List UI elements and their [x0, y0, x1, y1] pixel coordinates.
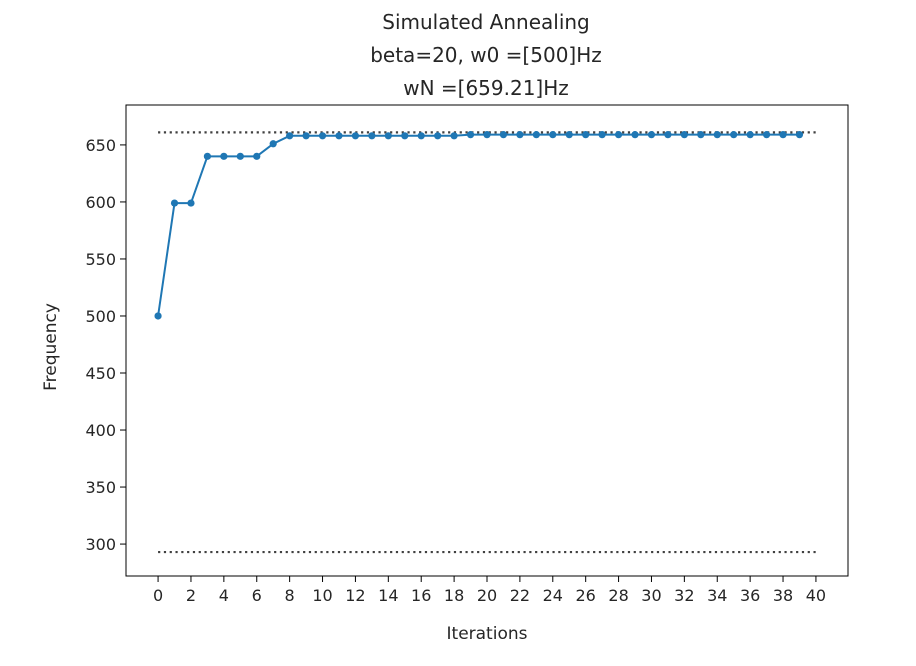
y-tick-label: 500: [85, 307, 116, 326]
y-tick-label: 450: [85, 364, 116, 383]
data-point: [779, 131, 787, 139]
y-tick-label: 300: [85, 535, 116, 554]
y-tick-label: 350: [85, 478, 116, 497]
data-point: [384, 132, 392, 140]
x-axis: 0 2 4 6 8 10 12 14 16 18 20 22 24 26 28 30 32 34 36 38 40: [153, 576, 826, 605]
x-tick-label: 4: [219, 586, 229, 605]
data-point: [203, 152, 212, 160]
x-tick-label: 34: [707, 586, 727, 605]
data-point: [598, 131, 606, 139]
data-point: [614, 131, 623, 139]
x-tick-label: 18: [444, 586, 464, 605]
plot-area: [126, 105, 848, 576]
x-tick-label: 16: [411, 586, 431, 605]
data-point: [236, 152, 244, 160]
data-point: [302, 132, 310, 140]
data-point: [466, 131, 475, 139]
data-point: [795, 131, 804, 139]
data-point: [647, 131, 656, 139]
x-tick-label: 6: [252, 586, 262, 605]
data-point: [170, 199, 179, 207]
data-point: [565, 131, 573, 139]
x-tick-label: 26: [575, 586, 595, 605]
series-layer: [154, 131, 804, 320]
data-point: [549, 131, 557, 139]
x-tick-label: 10: [312, 586, 332, 605]
x-tick-label: 36: [740, 586, 760, 605]
x-tick-label: 14: [378, 586, 398, 605]
y-axis: 300 350 400 450 500 550 600 650: [85, 136, 126, 554]
x-tick-label: 12: [345, 586, 365, 605]
data-point: [220, 152, 228, 160]
x-tick-label: 30: [641, 586, 661, 605]
data-point: [532, 131, 540, 139]
data-point: [368, 132, 376, 140]
data-point: [351, 132, 360, 140]
data-point: [450, 132, 458, 140]
y-tick-label: 400: [85, 421, 116, 440]
data-point: [154, 312, 162, 320]
y-tick-label: 600: [85, 193, 116, 212]
series-line-1: [157, 133, 800, 317]
data-point: [713, 131, 721, 139]
x-tick-label: 40: [806, 586, 826, 605]
x-tick-label: 38: [773, 586, 793, 605]
x-tick-label: 32: [674, 586, 694, 605]
data-point: [746, 131, 754, 139]
data-point: [483, 131, 491, 139]
data-point: [631, 131, 639, 139]
x-tick-label: 8: [285, 586, 295, 605]
data-point: [516, 131, 524, 139]
data-point: [697, 131, 705, 139]
data-point: [269, 140, 277, 148]
data-point: [762, 131, 771, 139]
data-point: [499, 131, 508, 139]
x-tick-label: 24: [543, 586, 563, 605]
x-axis-label: Iterations: [447, 624, 528, 644]
data-point: [318, 132, 327, 140]
data-point: [401, 132, 409, 140]
data-point: [680, 131, 688, 139]
data-point: [417, 132, 425, 140]
x-tick-label: 20: [477, 586, 497, 605]
x-tick-label: 22: [510, 586, 530, 605]
data-point: [730, 131, 738, 139]
data-point: [664, 131, 672, 139]
y-tick-label: 550: [85, 250, 116, 269]
y-tick-label: 650: [85, 136, 116, 155]
data-point: [582, 131, 590, 139]
chart-title-line-1: Simulated Annealing: [382, 10, 590, 34]
chart-title-line-3: wN =[659.21]Hz: [403, 76, 569, 100]
chart-title: Simulated Annealing beta=20, w0 =[500]Hz…: [370, 10, 602, 100]
data-point: [286, 132, 294, 140]
x-tick-label: 2: [186, 586, 196, 605]
data-point: [187, 199, 195, 207]
data-point: [434, 132, 442, 140]
data-point: [253, 152, 261, 160]
x-tick-label: 28: [608, 586, 628, 605]
data-point: [335, 132, 343, 140]
x-tick-label: 0: [153, 586, 163, 605]
y-axis-label: Frequency: [41, 303, 61, 391]
chart-title-line-2: beta=20, w0 =[500]Hz: [370, 43, 602, 67]
